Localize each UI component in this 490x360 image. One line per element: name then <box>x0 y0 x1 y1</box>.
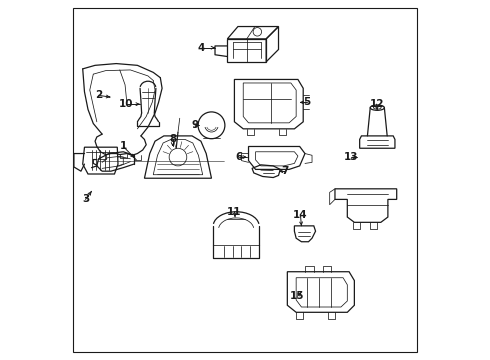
Text: 9: 9 <box>191 120 198 130</box>
Text: 11: 11 <box>227 207 242 217</box>
Text: 2: 2 <box>95 90 102 100</box>
Text: 8: 8 <box>169 134 176 144</box>
Text: 5: 5 <box>303 98 310 107</box>
Text: 14: 14 <box>293 210 308 220</box>
Text: 7: 7 <box>281 166 289 176</box>
Text: 3: 3 <box>82 194 89 204</box>
Text: 6: 6 <box>235 152 242 162</box>
Ellipse shape <box>373 106 381 109</box>
Text: 13: 13 <box>343 152 358 162</box>
Text: 10: 10 <box>119 99 133 109</box>
Text: 1: 1 <box>120 141 127 152</box>
Text: 12: 12 <box>369 99 384 109</box>
Circle shape <box>169 148 187 166</box>
Text: 15: 15 <box>290 292 304 301</box>
Text: 4: 4 <box>197 43 205 53</box>
